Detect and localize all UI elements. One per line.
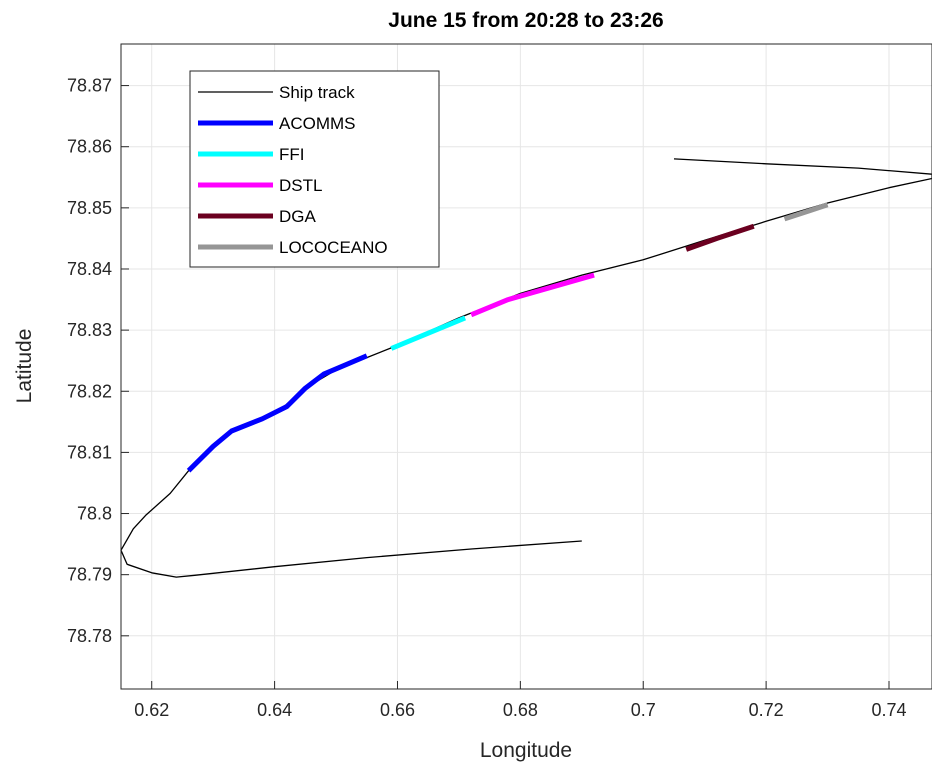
series-line-acomms xyxy=(186,353,368,473)
y-tick-label: 78.85 xyxy=(67,198,112,218)
y-axis-label: Latitude xyxy=(13,329,36,404)
y-tick-label: 78.84 xyxy=(67,259,112,279)
legend-label-dstl: DSTL xyxy=(279,176,322,195)
x-tick-label: 0.62 xyxy=(134,700,169,720)
x-axis-label: Longitude xyxy=(480,739,572,762)
x-tick-label: 0.64 xyxy=(257,700,292,720)
series-line-dga xyxy=(685,223,755,252)
y-tick-label: 78.83 xyxy=(67,320,112,340)
axis-ticks: 0.62 0.64 0.66 0.68 0.7 0.72 0.74 78.78 78.79 78.… xyxy=(67,76,907,720)
y-tick-label: 78.78 xyxy=(67,626,112,646)
legend-label-acomms: ACOMMS xyxy=(279,114,356,133)
y-tick-label: 78.81 xyxy=(67,442,112,462)
legend-label-lococeano: LOCOCEANO xyxy=(279,238,388,257)
series-line-dstl xyxy=(470,272,595,318)
y-tick-label: 78.87 xyxy=(67,76,112,96)
grid xyxy=(121,44,932,689)
chart-title: June 15 from 20:28 to 23:26 xyxy=(388,9,663,32)
plot-frame xyxy=(120,43,932,690)
x-tick-label: 0.68 xyxy=(503,700,538,720)
legend-label-ffi: FFI xyxy=(279,145,305,164)
y-tick-label: 78.8 xyxy=(77,504,112,524)
x-tick-label: 0.7 xyxy=(631,700,656,720)
series-line-ffi xyxy=(390,315,467,351)
legend: Ship track ACOMMS FFI DSTL DGA LOCOCEANO xyxy=(189,70,440,268)
series-line-lococeano xyxy=(783,202,829,222)
x-tick-label: 0.74 xyxy=(871,700,906,720)
x-tick-label: 0.66 xyxy=(380,700,415,720)
y-tick-label: 78.86 xyxy=(67,137,112,157)
legend-label-dga: DGA xyxy=(279,207,317,226)
y-tick-label: 78.82 xyxy=(67,381,112,401)
x-tick-label: 0.72 xyxy=(749,700,784,720)
y-tick-label: 78.79 xyxy=(67,565,112,585)
legend-box xyxy=(189,70,440,268)
plot-series xyxy=(120,158,932,578)
legend-label-ship-track: Ship track xyxy=(279,83,355,102)
